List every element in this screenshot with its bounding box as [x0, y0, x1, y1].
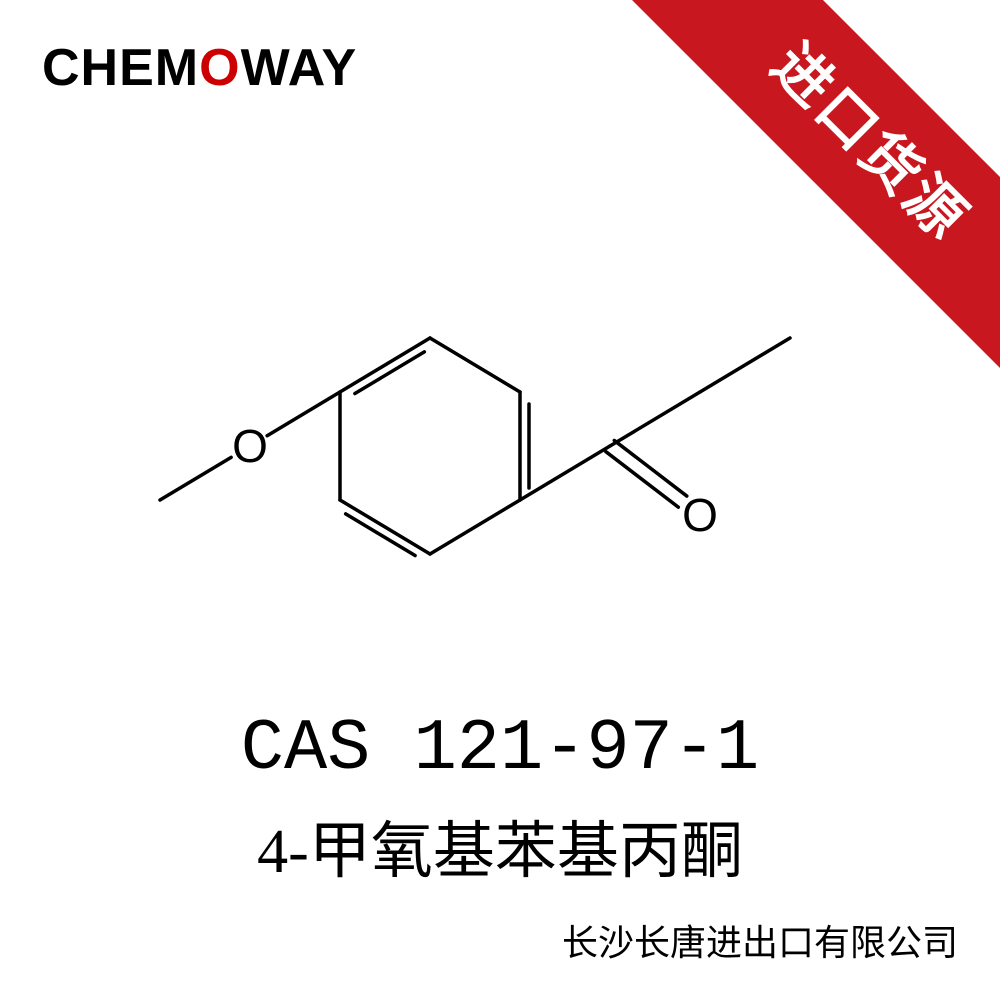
molecule-svg: OO — [120, 200, 880, 640]
svg-text:O: O — [232, 420, 268, 472]
svg-text:O: O — [682, 489, 718, 541]
chemical-name: 4-甲氧基苯基丙酮 — [0, 800, 1000, 890]
chemical-structure-diagram: OO — [120, 200, 880, 645]
logo-part2: WAY — [241, 39, 358, 97]
logo-part1: CHEM — [42, 39, 199, 97]
logo-red-o: O — [199, 39, 240, 97]
company-name: 长沙长唐进出口有限公司 — [562, 914, 958, 966]
cas-number: CAS 121-97-1 — [0, 708, 1000, 790]
brand-logo: CHEMOWAY — [42, 38, 357, 98]
